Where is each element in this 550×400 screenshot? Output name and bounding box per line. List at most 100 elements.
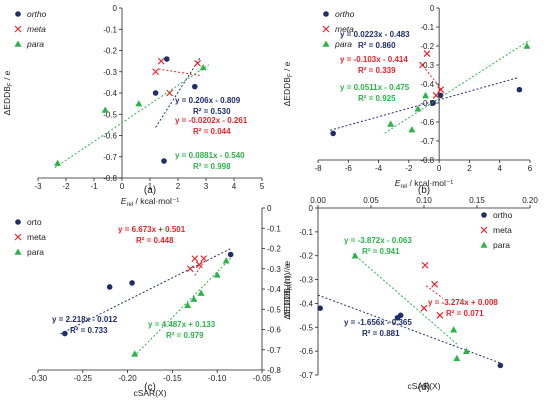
r2-orto: R² = 0.733: [70, 326, 108, 335]
y-tick-label: -0.6: [299, 347, 313, 356]
trendline-meta: [158, 68, 201, 76]
trendline-meta: [194, 261, 205, 276]
y-tick-label: -0.7: [299, 371, 313, 380]
r2-meta: R² = 0.044: [193, 127, 231, 136]
y-tick-label: -0.6: [267, 326, 281, 335]
y-axis-title: ΔEDDBF(π) / e: [282, 263, 294, 320]
y-tick-label: -0.1: [299, 228, 313, 237]
r2-para: R² = 0.941: [362, 247, 400, 256]
point-para: [450, 326, 458, 333]
trendline-para: [384, 39, 531, 134]
x-tick-label: 0.20: [522, 196, 538, 205]
x-axis-title: Erel / kcal·mol⁻¹: [395, 178, 454, 190]
x-tick-label: 0.10: [416, 196, 432, 205]
x-tick-label: 0: [437, 164, 442, 173]
point-meta: [191, 255, 199, 263]
y-axis-title: ΔEDDBF / e: [2, 70, 14, 115]
x-tick-label: -0.30: [29, 374, 48, 383]
y-tick-label: -0.7: [267, 346, 281, 355]
y-tick-label: -0.3: [103, 68, 117, 77]
legend-marker-para: [14, 40, 22, 47]
panel-d: 0.00 0.05 0.10 0.15 0.20 0 -0.1 -0.2 -0.3 -0.4 -0.…: [282, 196, 538, 393]
x-axis-title: cSAR(X): [407, 381, 440, 391]
legend-label-ortho: ortho: [27, 9, 47, 19]
x-axis-title: cSAR(X): [133, 388, 166, 398]
y-tick-label: -0.2: [267, 245, 281, 254]
x-tick-label: -0.15: [163, 374, 182, 383]
y-tick-label: -0.1: [420, 23, 434, 32]
x-tick-label: 4: [232, 182, 237, 191]
y-tick-label: -0.2: [299, 252, 313, 261]
x-tick-label: -2: [62, 182, 70, 191]
point-para: [387, 120, 395, 127]
point-para: [462, 347, 470, 354]
legend-label-meta: meta: [493, 225, 512, 235]
trendline-ortho: [317, 294, 501, 364]
legend-label-meta: meta: [335, 24, 354, 34]
x-tick-label: -0.25: [74, 374, 93, 383]
x-tick-label: 1: [148, 182, 153, 191]
point-para: [351, 252, 359, 259]
equation-para: y = -3.872x - 0.063: [344, 236, 412, 245]
legend-label-para: para: [26, 39, 44, 49]
legend-label-ortho: ortho: [335, 9, 355, 19]
trendline-para: [54, 64, 210, 169]
point-para: [197, 289, 205, 296]
y-tick-label: -0.6: [420, 118, 434, 127]
point-meta: [432, 91, 440, 99]
r2-meta: R² = 0.448: [136, 236, 174, 245]
legend-marker-ortho: [15, 11, 21, 17]
y-tick-label: -0.8: [103, 174, 117, 183]
point-meta: [195, 261, 203, 269]
y-tick-label: -0.7: [420, 137, 434, 146]
trendline-para: [352, 253, 459, 346]
trendline-meta: [425, 68, 445, 93]
y-tick-label: -0.7: [103, 153, 117, 162]
y-tick-label: 0: [430, 4, 435, 13]
equation-ortho: y = -1.656x - 0.365: [344, 318, 412, 327]
equation-meta: y = -0.0202x - 0.261: [175, 116, 248, 125]
panel-label: (a): [144, 185, 156, 196]
point-ortho: [152, 90, 159, 96]
point-ortho: [430, 100, 436, 106]
x-tick-label: -0.05: [253, 374, 272, 383]
x-tick-label: -8: [314, 164, 322, 173]
x-tick-label: 0.15: [469, 196, 485, 205]
point-para: [184, 301, 192, 308]
x-tick-label: -0.10: [208, 374, 227, 383]
point-meta: [423, 50, 431, 58]
equation-meta: y = 6.673x + 0.501: [118, 225, 186, 234]
point-ortho: [330, 130, 336, 137]
y-tick-label: -0.5: [299, 323, 313, 332]
point-para: [54, 159, 62, 166]
y-tick-label: -0.4: [420, 80, 434, 89]
x-tick-label: 2: [176, 182, 181, 191]
y-tick-label: -0.4: [299, 299, 313, 308]
y-tick-label: -0.3: [299, 276, 313, 285]
trendline-meta: [425, 285, 444, 299]
point-para: [190, 295, 198, 302]
point-meta: [420, 304, 428, 312]
x-tick-label: 4: [497, 164, 502, 173]
legend-marker-meta: [322, 25, 330, 33]
y-tick-label: -0.8: [267, 366, 281, 375]
equation-meta: y = -0.103x - 0.414: [340, 55, 408, 64]
r2-ortho: R² = 0.860: [358, 41, 396, 50]
point-orto: [227, 251, 234, 258]
y-tick-label: 0: [113, 4, 118, 13]
panel-label: (b): [418, 185, 430, 196]
point-para: [422, 91, 430, 99]
x-tick-label: 2: [467, 164, 472, 173]
legend-marker-para: [14, 248, 22, 255]
point-meta: [419, 61, 426, 69]
x-tick-label: -4: [375, 164, 383, 173]
x-tick-label: 0.05: [363, 196, 379, 205]
y-tick-label: -0.2: [420, 42, 434, 51]
y-tick-label: -0.3: [267, 265, 281, 274]
panel-b: -8-6-4-202460-0.1-0.2-0.3-0.4-0.5-0.6-0.…: [282, 4, 533, 196]
point-para: [523, 42, 531, 49]
trendline-ortho: [155, 57, 201, 128]
point-para: [199, 64, 207, 71]
x-tick-label: 0.00: [310, 196, 326, 205]
